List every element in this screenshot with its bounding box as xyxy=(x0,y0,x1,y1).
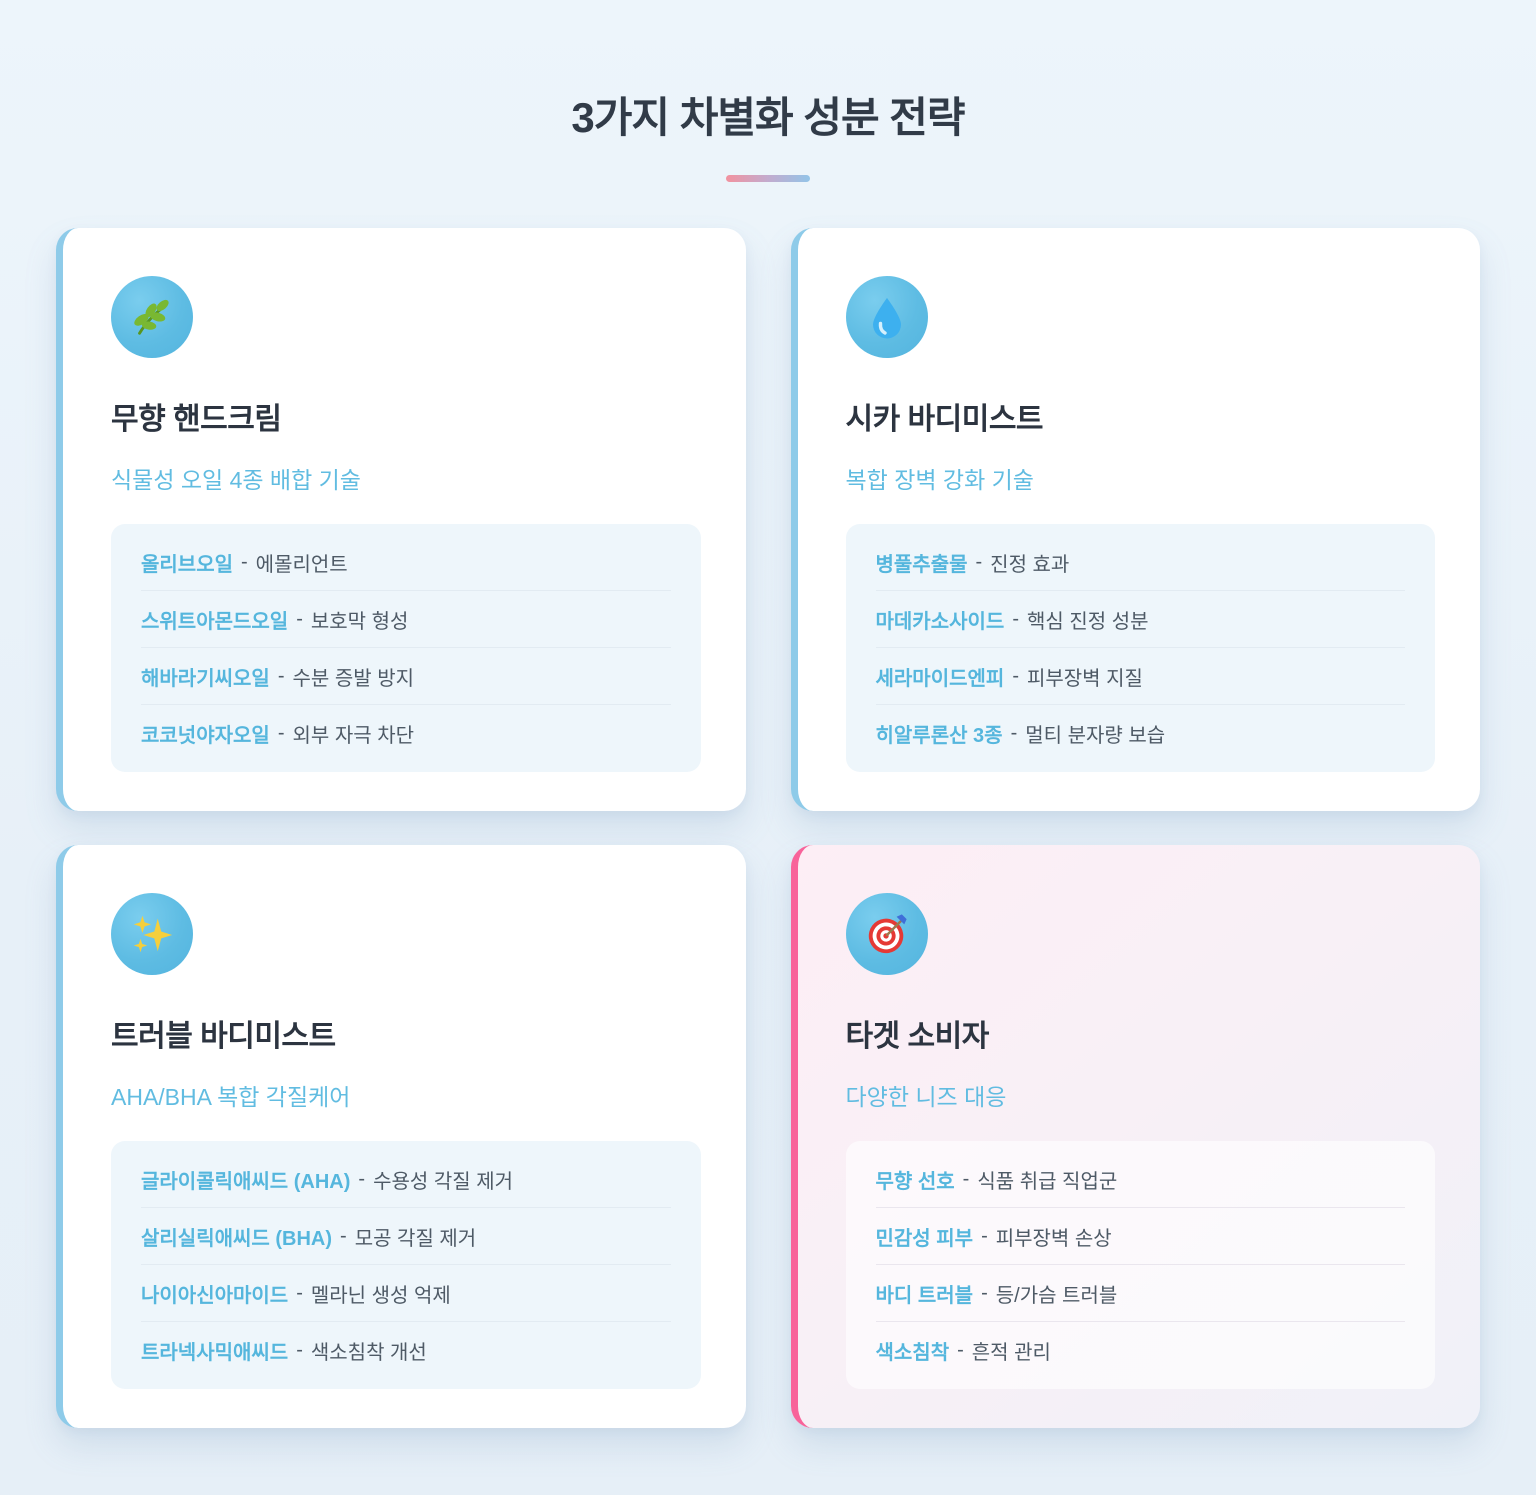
item-separator: - xyxy=(981,1224,988,1247)
list-item: 스위트아몬드오일 - 보호막 형성 xyxy=(141,591,671,648)
list-item: 세라마이드엔피 - 피부장벽 지질 xyxy=(875,648,1405,705)
card-cica-body-mist: 시카 바디미스트 복합 장벽 강화 기술 병풀추출물 - 진정 효과 마데카소사… xyxy=(790,228,1480,811)
item-term: 올리브오일 xyxy=(141,553,233,576)
list-item: 트라넥사믹애씨드 - 색소침착 개선 xyxy=(141,1322,671,1379)
title-divider xyxy=(726,175,810,182)
card-title: 무향 핸드크림 xyxy=(111,403,282,436)
item-term: 세라마이드엔피 xyxy=(875,667,1005,690)
item-term: 나이아신아마이드 xyxy=(141,1284,289,1307)
card-subtitle: AHA/BHA 복합 각질케어 xyxy=(111,1084,351,1110)
item-desc: 멜라닌 생성 억제 xyxy=(310,1284,451,1307)
item-term: 마데카소사이드 xyxy=(875,610,1005,633)
target-icon xyxy=(845,893,928,975)
item-term: 민감성 피부 xyxy=(875,1227,974,1250)
page-header: 3가지 차별화 성분 전략 xyxy=(0,0,1536,182)
item-separator: - xyxy=(975,550,983,573)
card-subtitle: 식물성 오일 4종 배합 기술 xyxy=(111,467,361,493)
list-item: 해바라기씨오일 - 수분 증발 방지 xyxy=(141,648,671,705)
item-desc: 에몰리언트 xyxy=(255,553,348,576)
item-separator: - xyxy=(277,664,285,687)
item-desc: 보호막 형성 xyxy=(310,610,409,633)
item-desc: 수용성 각질 제거 xyxy=(373,1170,514,1193)
item-separator: - xyxy=(957,1339,964,1361)
item-term: 코코넛야자오일 xyxy=(141,725,270,747)
item-desc: 수분 증발 방지 xyxy=(292,667,414,690)
item-desc: 진정 효과 xyxy=(990,553,1070,576)
sparkles-icon xyxy=(111,893,193,975)
card-unscented-hand-cream: 무향 핸드크림 식물성 오일 4종 배합 기술 올리브오일 - 에몰리언트 스위… xyxy=(56,228,746,811)
item-desc: 외부 자극 차단 xyxy=(292,725,414,747)
ingredient-list: 병풀추출물 - 진정 효과 마데카소사이드 - 핵심 진정 성분 세라마이드엔피… xyxy=(845,524,1435,772)
card-title: 시카 바디미스트 xyxy=(845,403,1044,436)
card-subtitle: 다양한 니즈 대응 xyxy=(845,1084,1007,1110)
list-item: 병풀추출물 - 진정 효과 xyxy=(875,534,1405,591)
item-separator: - xyxy=(296,607,303,630)
herb-icon xyxy=(111,276,193,358)
card-title: 타겟 소비자 xyxy=(845,1020,990,1053)
item-separator: - xyxy=(296,1339,303,1361)
item-term: 바디 트러블 xyxy=(875,1284,974,1307)
item-desc: 핵심 진정 성분 xyxy=(1026,610,1149,633)
list-item: 마데카소사이드 - 핵심 진정 성분 xyxy=(875,591,1405,648)
card-target-consumer: 타겟 소비자 다양한 니즈 대응 무향 선호 - 식품 취급 직업군 민감성 피… xyxy=(790,845,1480,1428)
page-title: 3가지 차별화 성분 전략 xyxy=(571,94,965,141)
droplet-icon-glyph xyxy=(872,298,901,339)
item-term: 히알루론산 3종 xyxy=(875,725,1003,747)
item-desc: 모공 각질 제거 xyxy=(354,1227,477,1250)
list-item: 코코넛야자오일 - 외부 자극 차단 xyxy=(141,705,671,762)
item-separator: - xyxy=(1012,664,1019,687)
list-item: 히알루론산 3종 - 멀티 분자량 보습 xyxy=(876,705,1406,762)
item-separator: - xyxy=(340,1224,347,1247)
item-separator: - xyxy=(981,1281,988,1304)
item-separator: - xyxy=(1010,722,1018,744)
item-desc: 색소침착 개선 xyxy=(310,1342,427,1364)
list-item: 올리브오일 - 에몰리언트 xyxy=(141,534,671,591)
item-desc: 피부장벽 지질 xyxy=(1026,667,1143,690)
herb-icon-glyph xyxy=(134,299,169,335)
card-grid: 무향 핸드크림 식물성 오일 4종 배합 기술 올리브오일 - 에몰리언트 스위… xyxy=(56,228,1480,1428)
list-item: 바디 트러블 - 등/가슴 트러블 xyxy=(875,1265,1405,1322)
item-desc: 멀티 분자량 보습 xyxy=(1025,725,1166,747)
item-separator: - xyxy=(962,1167,970,1190)
list-item: 살리실릭애씨드 (BHA) - 모공 각질 제거 xyxy=(141,1208,671,1265)
item-separator: - xyxy=(277,722,285,744)
item-term: 병풀추출물 xyxy=(875,553,968,576)
item-separator: - xyxy=(1012,607,1019,630)
droplet-icon xyxy=(845,276,928,358)
list-item: 무향 선호 - 식품 취급 직업군 xyxy=(875,1151,1405,1208)
item-term: 글라이콜릭애씨드 (AHA) xyxy=(141,1170,351,1193)
item-term: 무향 선호 xyxy=(875,1170,955,1193)
item-desc: 등/가슴 트러블 xyxy=(995,1284,1118,1307)
item-desc: 식품 취급 직업군 xyxy=(977,1170,1118,1193)
item-separator: - xyxy=(241,550,248,573)
item-term: 트라넥사믹애씨드 xyxy=(141,1342,289,1364)
item-term: 해바라기씨오일 xyxy=(141,667,270,690)
item-term: 살리실릭애씨드 (BHA) xyxy=(141,1227,333,1250)
item-desc: 피부장벽 손상 xyxy=(995,1227,1112,1250)
list-item: 색소침착 - 흔적 관리 xyxy=(876,1322,1406,1379)
sparkles-icon-glyph xyxy=(133,915,173,953)
ingredient-list: 올리브오일 - 에몰리언트 스위트아몬드오일 - 보호막 형성 해바라기씨오일 … xyxy=(111,524,701,772)
item-separator: - xyxy=(296,1281,303,1304)
target-icon-glyph xyxy=(868,914,907,954)
item-separator: - xyxy=(358,1167,366,1190)
list-item: 민감성 피부 - 피부장벽 손상 xyxy=(875,1208,1405,1265)
ingredient-list: 글라이콜릭애씨드 (AHA) - 수용성 각질 제거 살리실릭애씨드 (BHA)… xyxy=(111,1141,701,1389)
ingredient-list: 무향 선호 - 식품 취급 직업군 민감성 피부 - 피부장벽 손상 바디 트러… xyxy=(845,1141,1435,1389)
item-desc: 흔적 관리 xyxy=(971,1342,1051,1364)
card-title: 트러블 바디미스트 xyxy=(111,1020,336,1053)
item-term: 스위트아몬드오일 xyxy=(141,610,289,633)
list-item: 글라이콜릭애씨드 (AHA) - 수용성 각질 제거 xyxy=(141,1151,671,1208)
card-subtitle: 복합 장벽 강화 기술 xyxy=(845,467,1034,493)
item-term: 색소침착 xyxy=(875,1342,950,1364)
card-trouble-body-mist: 트러블 바디미스트 AHA/BHA 복합 각질케어 글라이콜릭애씨드 (AHA)… xyxy=(56,845,746,1428)
list-item: 나이아신아마이드 - 멜라닌 생성 억제 xyxy=(141,1265,671,1322)
